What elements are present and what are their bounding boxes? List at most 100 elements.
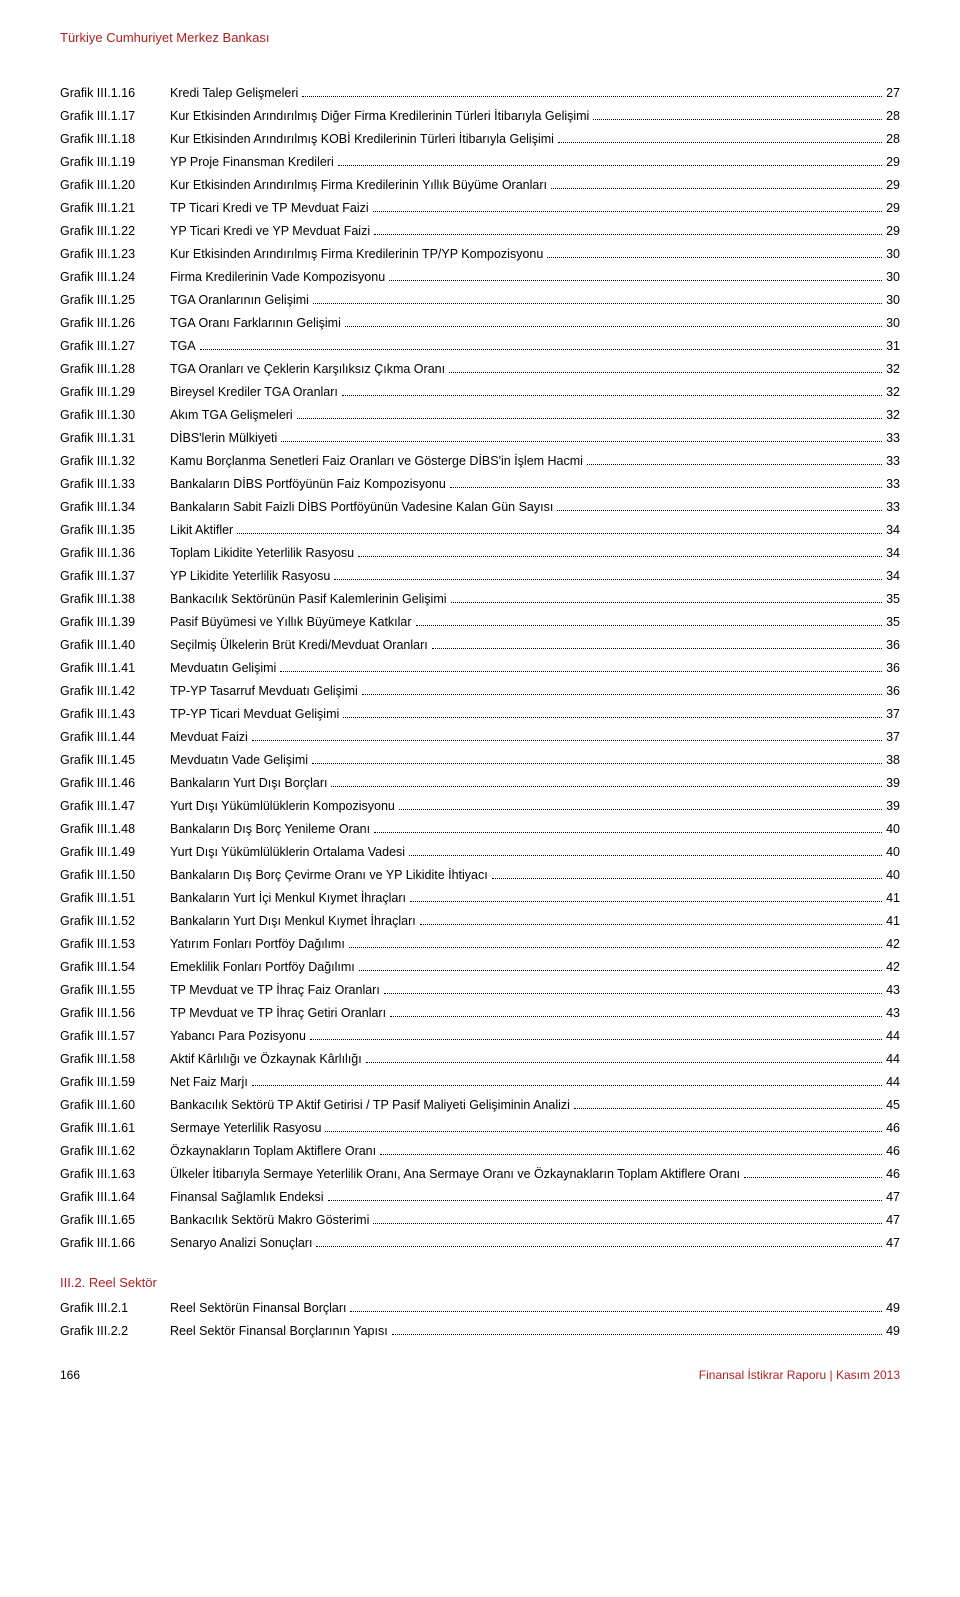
toc-id: Grafik III.1.42 [60, 683, 170, 701]
toc-row: Grafik III.1.24Firma Kredilerinin Vade K… [60, 269, 900, 287]
toc-leader-dots [338, 165, 882, 166]
toc-row: Grafik III.1.22YP Ticari Kredi ve YP Mev… [60, 223, 900, 241]
toc-row: Grafik III.1.42TP-YP Tasarruf Mevduatı G… [60, 683, 900, 701]
report-title: Finansal İstikrar Raporu | Kasım 2013 [699, 1368, 900, 1382]
toc-title: Pasif Büyümesi ve Yıllık Büyümeye Katkıl… [170, 614, 412, 632]
toc-leader-dots [420, 924, 882, 925]
toc-row: Grafik III.1.45Mevduatın Vade Gelişimi38 [60, 752, 900, 770]
toc-page: 34 [886, 545, 900, 563]
toc-leader-dots [297, 418, 882, 419]
toc-leader-dots [389, 280, 882, 281]
toc-id: Grafik III.1.49 [60, 844, 170, 862]
toc-title: YP Likidite Yeterlilik Rasyosu [170, 568, 330, 586]
toc-title: Bankaların Yurt Dışı Menkul Kıymet İhraç… [170, 913, 416, 931]
toc-id: Grafik III.1.36 [60, 545, 170, 563]
toc-id: Grafik III.1.51 [60, 890, 170, 908]
toc-page: 36 [886, 637, 900, 655]
toc-title: Ülkeler İtibarıyla Sermaye Yeterlilik Or… [170, 1166, 740, 1184]
toc-title: Firma Kredilerinin Vade Kompozisyonu [170, 269, 385, 287]
toc-id: Grafik III.1.63 [60, 1166, 170, 1184]
toc-title: TP Ticari Kredi ve TP Mevduat Faizi [170, 200, 369, 218]
toc-id: Grafik III.1.60 [60, 1097, 170, 1115]
toc-row: Grafik III.1.41Mevduatın Gelişimi36 [60, 660, 900, 678]
toc-row: Grafik III.1.30Akım TGA Gelişmeleri32 [60, 407, 900, 425]
toc-title: Aktif Kârlılığı ve Özkaynak Kârlılığı [170, 1051, 362, 1069]
toc-id: Grafik III.1.47 [60, 798, 170, 816]
page-title: Türkiye Cumhuriyet Merkez Bankası [60, 30, 900, 45]
toc-page: 40 [886, 867, 900, 885]
toc-page: 39 [886, 775, 900, 793]
toc-row: Grafik III.1.35Likit Aktifler34 [60, 522, 900, 540]
toc-page: 43 [886, 1005, 900, 1023]
toc-title: Bankacılık Sektörü Makro Gösterimi [170, 1212, 369, 1230]
toc-row: Grafik III.1.66Senaryo Analizi Sonuçları… [60, 1235, 900, 1253]
toc-title: Toplam Likidite Yeterlilik Rasyosu [170, 545, 354, 563]
toc-page: 49 [886, 1323, 900, 1341]
toc-title: Bankaların Sabit Faizli DİBS Portföyünün… [170, 499, 553, 517]
toc-leader-dots [399, 809, 882, 810]
toc-title: Mevduat Faizi [170, 729, 248, 747]
toc-id: Grafik III.2.1 [60, 1300, 170, 1318]
toc-leader-dots [310, 1039, 882, 1040]
toc-title: Akım TGA Gelişmeleri [170, 407, 293, 425]
toc-leader-dots [350, 1311, 882, 1312]
toc-row: Grafik III.1.29Bireysel Krediler TGA Ora… [60, 384, 900, 402]
toc-page: 31 [886, 338, 900, 356]
toc-title: Bankaların Yurt İçi Menkul Kıymet İhraçl… [170, 890, 406, 908]
toc-title: TGA Oranlarının Gelişimi [170, 292, 309, 310]
toc-leader-dots [200, 349, 882, 350]
toc-id: Grafik III.1.55 [60, 982, 170, 1000]
toc-title: Yatırım Fonları Portföy Dağılımı [170, 936, 345, 954]
toc-row: Grafik III.1.55TP Mevduat ve TP İhraç Fa… [60, 982, 900, 1000]
toc-id: Grafik III.1.48 [60, 821, 170, 839]
toc-row: Grafik III.1.43TP-YP Ticari Mevduat Geli… [60, 706, 900, 724]
toc-id: Grafik III.1.61 [60, 1120, 170, 1138]
toc-page: 30 [886, 269, 900, 287]
toc-id: Grafik III.1.24 [60, 269, 170, 287]
toc-title: TP-YP Tasarruf Mevduatı Gelişimi [170, 683, 358, 701]
toc-page: 42 [886, 936, 900, 954]
toc-page: 35 [886, 614, 900, 632]
toc-title: Bankaların Dış Borç Yenileme Oranı [170, 821, 370, 839]
toc-page: 30 [886, 246, 900, 264]
toc-row: Grafik III.1.37YP Likidite Yeterlilik Ra… [60, 568, 900, 586]
toc-title: TGA Oranı Farklarının Gelişimi [170, 315, 341, 333]
toc-id: Grafik III.1.43 [60, 706, 170, 724]
toc-row: Grafik III.1.17Kur Etkisinden Arındırılm… [60, 108, 900, 126]
toc-title: Mevduatın Vade Gelişimi [170, 752, 308, 770]
toc-title: Bankacılık Sektörü TP Aktif Getirisi / T… [170, 1097, 570, 1115]
toc-row: Grafik III.1.50Bankaların Dış Borç Çevir… [60, 867, 900, 885]
toc-page: 39 [886, 798, 900, 816]
toc-page: 33 [886, 476, 900, 494]
toc-row: Grafik III.1.53Yatırım Fonları Portföy D… [60, 936, 900, 954]
toc-id: Grafik III.1.16 [60, 85, 170, 103]
toc-leader-dots [359, 970, 882, 971]
toc-leader-dots [366, 1062, 882, 1063]
toc-row: Grafik III.1.21TP Ticari Kredi ve TP Mev… [60, 200, 900, 218]
toc-leader-dots [587, 464, 882, 465]
toc-title: Mevduatın Gelişimi [170, 660, 276, 678]
toc-title: Özkaynakların Toplam Aktiflere Oranı [170, 1143, 376, 1161]
toc-title: Sermaye Yeterlilik Rasyosu [170, 1120, 321, 1138]
toc-row: Grafik III.1.27TGA31 [60, 338, 900, 356]
toc-page: 47 [886, 1212, 900, 1230]
toc-row: Grafik III.1.26TGA Oranı Farklarının Gel… [60, 315, 900, 333]
toc-row: Grafik III.1.61Sermaye Yeterlilik Rasyos… [60, 1120, 900, 1138]
toc-leader-dots [390, 1016, 882, 1017]
toc-id: Grafik III.1.50 [60, 867, 170, 885]
toc-title: Bankaların Dış Borç Çevirme Oranı ve YP … [170, 867, 488, 885]
toc-id: Grafik III.1.44 [60, 729, 170, 747]
toc-page: 32 [886, 407, 900, 425]
toc-page: 38 [886, 752, 900, 770]
toc-leader-dots [345, 326, 882, 327]
toc-id: Grafik III.1.34 [60, 499, 170, 517]
toc-row: Grafik III.1.46Bankaların Yurt Dışı Borç… [60, 775, 900, 793]
toc-title: Yabancı Para Pozisyonu [170, 1028, 306, 1046]
toc-title: Kur Etkisinden Arındırılmış Firma Kredil… [170, 246, 543, 264]
toc-title: Yurt Dışı Yükümlülüklerin Kompozisyonu [170, 798, 395, 816]
toc-page: 30 [886, 292, 900, 310]
toc-row: Grafik III.1.28TGA Oranları ve Çeklerin … [60, 361, 900, 379]
toc-leader-dots [373, 1223, 882, 1224]
toc-page: 41 [886, 913, 900, 931]
toc-page: 44 [886, 1074, 900, 1092]
